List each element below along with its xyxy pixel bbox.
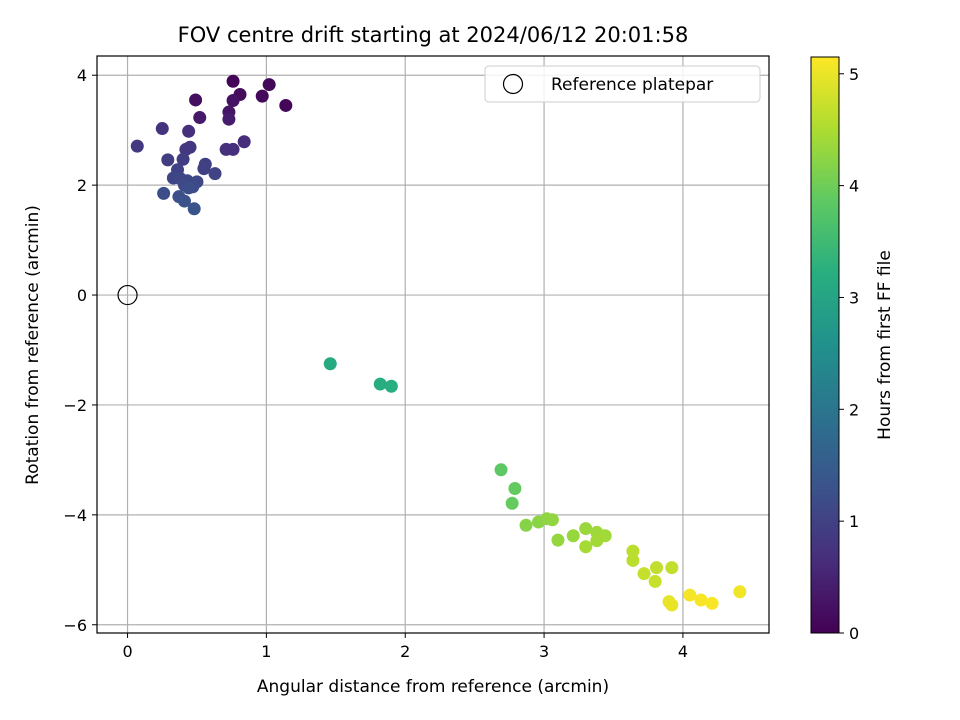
data-point	[373, 377, 387, 391]
colorbar-tick-label: 3	[849, 288, 859, 307]
axis-ticks: 0 1 2 3 4 −6 −4 −2 0 2 4	[63, 66, 688, 661]
reference-platepar-marker	[117, 284, 138, 306]
data-point	[683, 588, 697, 602]
data-point	[733, 585, 747, 599]
data-point	[161, 153, 175, 167]
data-point	[157, 186, 171, 200]
x-tick-label: 3	[539, 642, 549, 661]
scatter-points	[130, 74, 747, 612]
data-point	[155, 122, 169, 136]
data-point	[494, 463, 508, 477]
data-point	[182, 124, 196, 138]
data-point	[226, 74, 240, 88]
y-axis-label: Rotation from reference (arcmin)	[23, 205, 43, 485]
data-point	[579, 540, 593, 554]
colorbar-label: Hours from first FF file	[875, 250, 895, 440]
plot-frame	[96, 55, 770, 634]
data-point	[237, 135, 251, 149]
colorbar-tick-label: 4	[849, 177, 859, 196]
data-point	[579, 522, 593, 536]
y-tick-label: 2	[77, 176, 87, 195]
chart-title: FOV centre drift starting at 2024/06/12 …	[178, 23, 689, 47]
reference-marker-layer	[117, 284, 138, 306]
data-point	[179, 142, 193, 156]
data-point	[279, 98, 293, 112]
data-point	[176, 152, 190, 166]
data-point	[545, 513, 559, 527]
data-point	[705, 596, 719, 610]
data-point	[189, 93, 203, 107]
data-point	[323, 357, 337, 371]
data-point	[519, 518, 533, 532]
data-point	[665, 561, 679, 575]
colorbar-tick-label: 1	[849, 512, 859, 531]
data-point	[187, 202, 201, 216]
y-tick-label: 4	[77, 66, 87, 85]
data-point	[648, 574, 662, 588]
data-point	[551, 533, 565, 547]
data-point	[226, 142, 240, 156]
data-point	[505, 496, 519, 510]
data-point	[566, 529, 580, 543]
data-point	[694, 593, 708, 607]
x-tick-label: 1	[261, 642, 271, 661]
colorbar-tick-label: 5	[849, 65, 859, 84]
data-point	[226, 94, 240, 108]
data-point	[626, 553, 640, 567]
data-point	[182, 181, 196, 195]
data-point	[650, 561, 664, 575]
data-point	[590, 534, 604, 548]
colorbar-ticks: 0 1 2 3 4 5	[839, 65, 859, 643]
y-tick-label: −2	[63, 396, 87, 415]
data-point	[665, 598, 679, 612]
data-point	[222, 112, 236, 126]
colorbar-tick-label: 0	[849, 624, 859, 643]
data-point	[177, 194, 191, 208]
y-tick-label: −4	[63, 506, 87, 525]
legend: Reference platepar	[484, 65, 761, 103]
legend-reference-marker	[502, 73, 524, 95]
data-point	[197, 162, 211, 176]
colorbar: 0 1 2 3 4 5 Hours from first FF file	[810, 56, 895, 643]
colorbar-tick-label: 2	[849, 400, 859, 419]
data-point	[130, 139, 144, 153]
data-point	[262, 78, 276, 92]
data-point	[208, 167, 222, 181]
data-point	[384, 379, 398, 393]
data-point	[637, 567, 651, 581]
data-point	[626, 544, 640, 558]
x-axis-label: Angular distance from reference (arcmin)	[257, 677, 609, 697]
legend-entry-label: Reference platepar	[551, 75, 713, 95]
x-tick-label: 4	[678, 642, 688, 661]
x-tick-label: 0	[122, 642, 132, 661]
data-point	[508, 481, 522, 495]
y-tick-label: −6	[63, 616, 87, 635]
data-point	[193, 111, 207, 125]
data-point	[255, 89, 269, 103]
legend-box	[484, 65, 761, 103]
x-tick-label: 2	[400, 642, 410, 661]
grid	[97, 56, 769, 633]
y-tick-label: 0	[77, 286, 87, 305]
colorbar-bar	[810, 56, 840, 634]
